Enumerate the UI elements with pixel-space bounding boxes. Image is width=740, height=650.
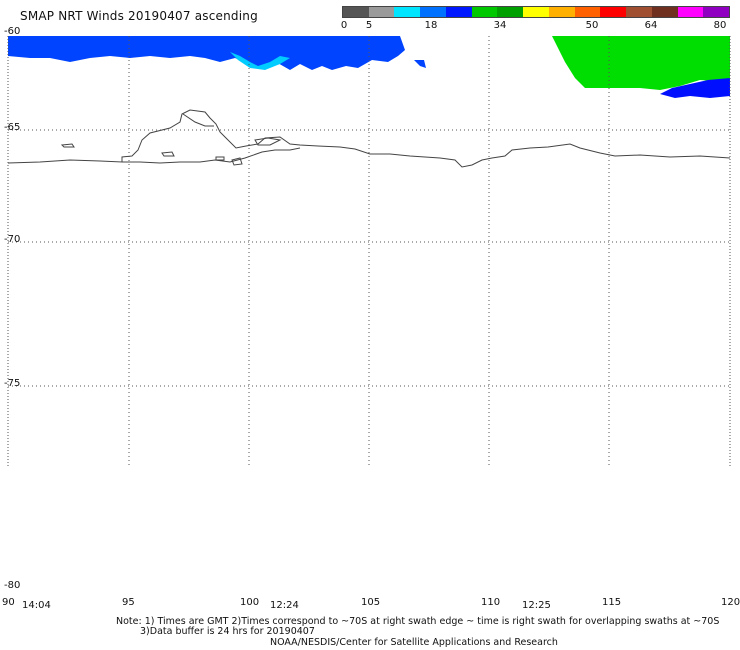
longitude-label: 100 [240, 597, 260, 608]
note-line-3: NOAA/NESDIS/Center for Satellite Applica… [270, 637, 558, 648]
colorbar-segment [651, 7, 678, 17]
swath-time-label: 12:25 [522, 600, 551, 611]
longitude-label: 115 [602, 597, 622, 608]
colorbar-segment [523, 7, 549, 17]
colorbar-tick-label: 80 [713, 20, 727, 31]
longitude-label: 120 [721, 597, 740, 608]
wind-swath-green [552, 36, 730, 90]
colorbar-segment [497, 7, 524, 17]
map-title: SMAP NRT Winds 20190407 ascending [20, 9, 258, 23]
colorbar-tick-label: 5 [365, 20, 373, 31]
colorbar-segment [445, 7, 472, 17]
wind-speed-colorbar [342, 6, 730, 18]
note-line-1: Note: 1) Times are GMT 2)Times correspon… [116, 616, 720, 627]
colorbar-tick-label: 64 [644, 20, 658, 31]
swath-time-label: 12:24 [270, 600, 299, 611]
colorbar-tick-label: 18 [424, 20, 438, 31]
colorbar-segment [626, 7, 652, 17]
latitude-label: -75 [4, 378, 21, 389]
colorbar-segment [420, 7, 446, 17]
wind-swath-blue-fragment [414, 60, 426, 68]
longitude-label: 95 [122, 597, 135, 608]
colorbar-segment [548, 7, 575, 17]
colorbar-segment [394, 7, 421, 17]
colorbar-segment [368, 7, 395, 17]
note-line-2: 3)Data buffer is 24 hrs for 20190407 [140, 626, 315, 637]
wind-swath-blue [8, 36, 405, 70]
longitude-label: 110 [481, 597, 501, 608]
colorbar-segment [677, 7, 704, 17]
wind-swath-dark-blue [660, 78, 730, 98]
latitude-label: -65 [4, 122, 21, 133]
wind-swath-light-blue [230, 52, 290, 70]
longitude-label: 90 [2, 597, 15, 608]
colorbar-segment [703, 7, 730, 17]
longitude-label: 105 [361, 597, 381, 608]
colorbar-tick-label: 0 [340, 20, 348, 31]
graticule [8, 36, 730, 466]
swath-time-label: 14:04 [22, 600, 51, 611]
colorbar-tick-label: 50 [585, 20, 599, 31]
coastline [7, 109, 731, 168]
latitude-label: -70 [4, 234, 21, 245]
colorbar-segment [471, 7, 498, 17]
colorbar-segment [600, 7, 627, 17]
colorbar-segment [574, 7, 601, 17]
latitude-label: -60 [4, 26, 21, 37]
colorbar-tick-label: 34 [493, 20, 507, 31]
latitude-label: -80 [4, 580, 21, 591]
colorbar-segment [343, 7, 369, 17]
